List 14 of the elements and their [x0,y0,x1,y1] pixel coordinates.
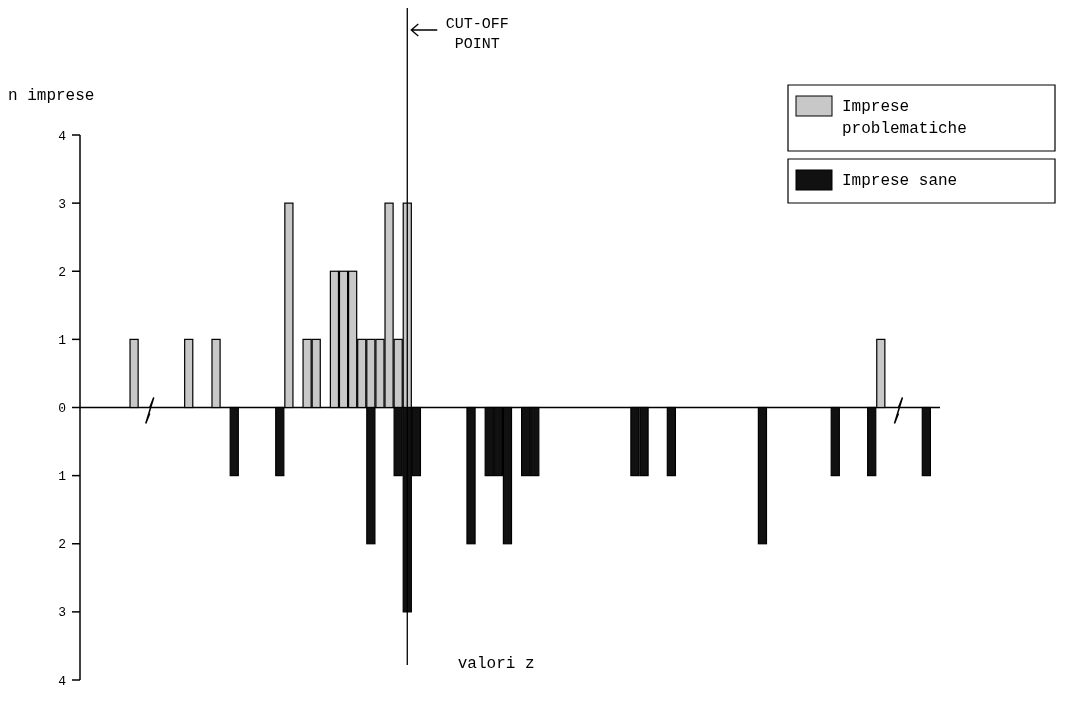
y-tick-label: 3 [58,605,66,621]
y-tick-label: 2 [58,537,66,553]
text: CUT-OFF POINT [445,16,509,53]
y-tick-label: 3 [58,196,66,212]
y-tick-label: 1 [58,469,67,485]
legend-label: Imprese problematiche [842,98,967,138]
y-axis-title: n imprese [8,87,95,105]
legend-label: Imprese sane [842,172,958,190]
y-tick-label: 4 [58,128,67,144]
y-tick-label: 1 [58,332,67,348]
y-tick-label: 4 [58,673,67,689]
y-tick-label: 2 [58,264,66,280]
x-axis-title: valori z [457,655,535,673]
y-tick-label: 0 [58,401,66,417]
